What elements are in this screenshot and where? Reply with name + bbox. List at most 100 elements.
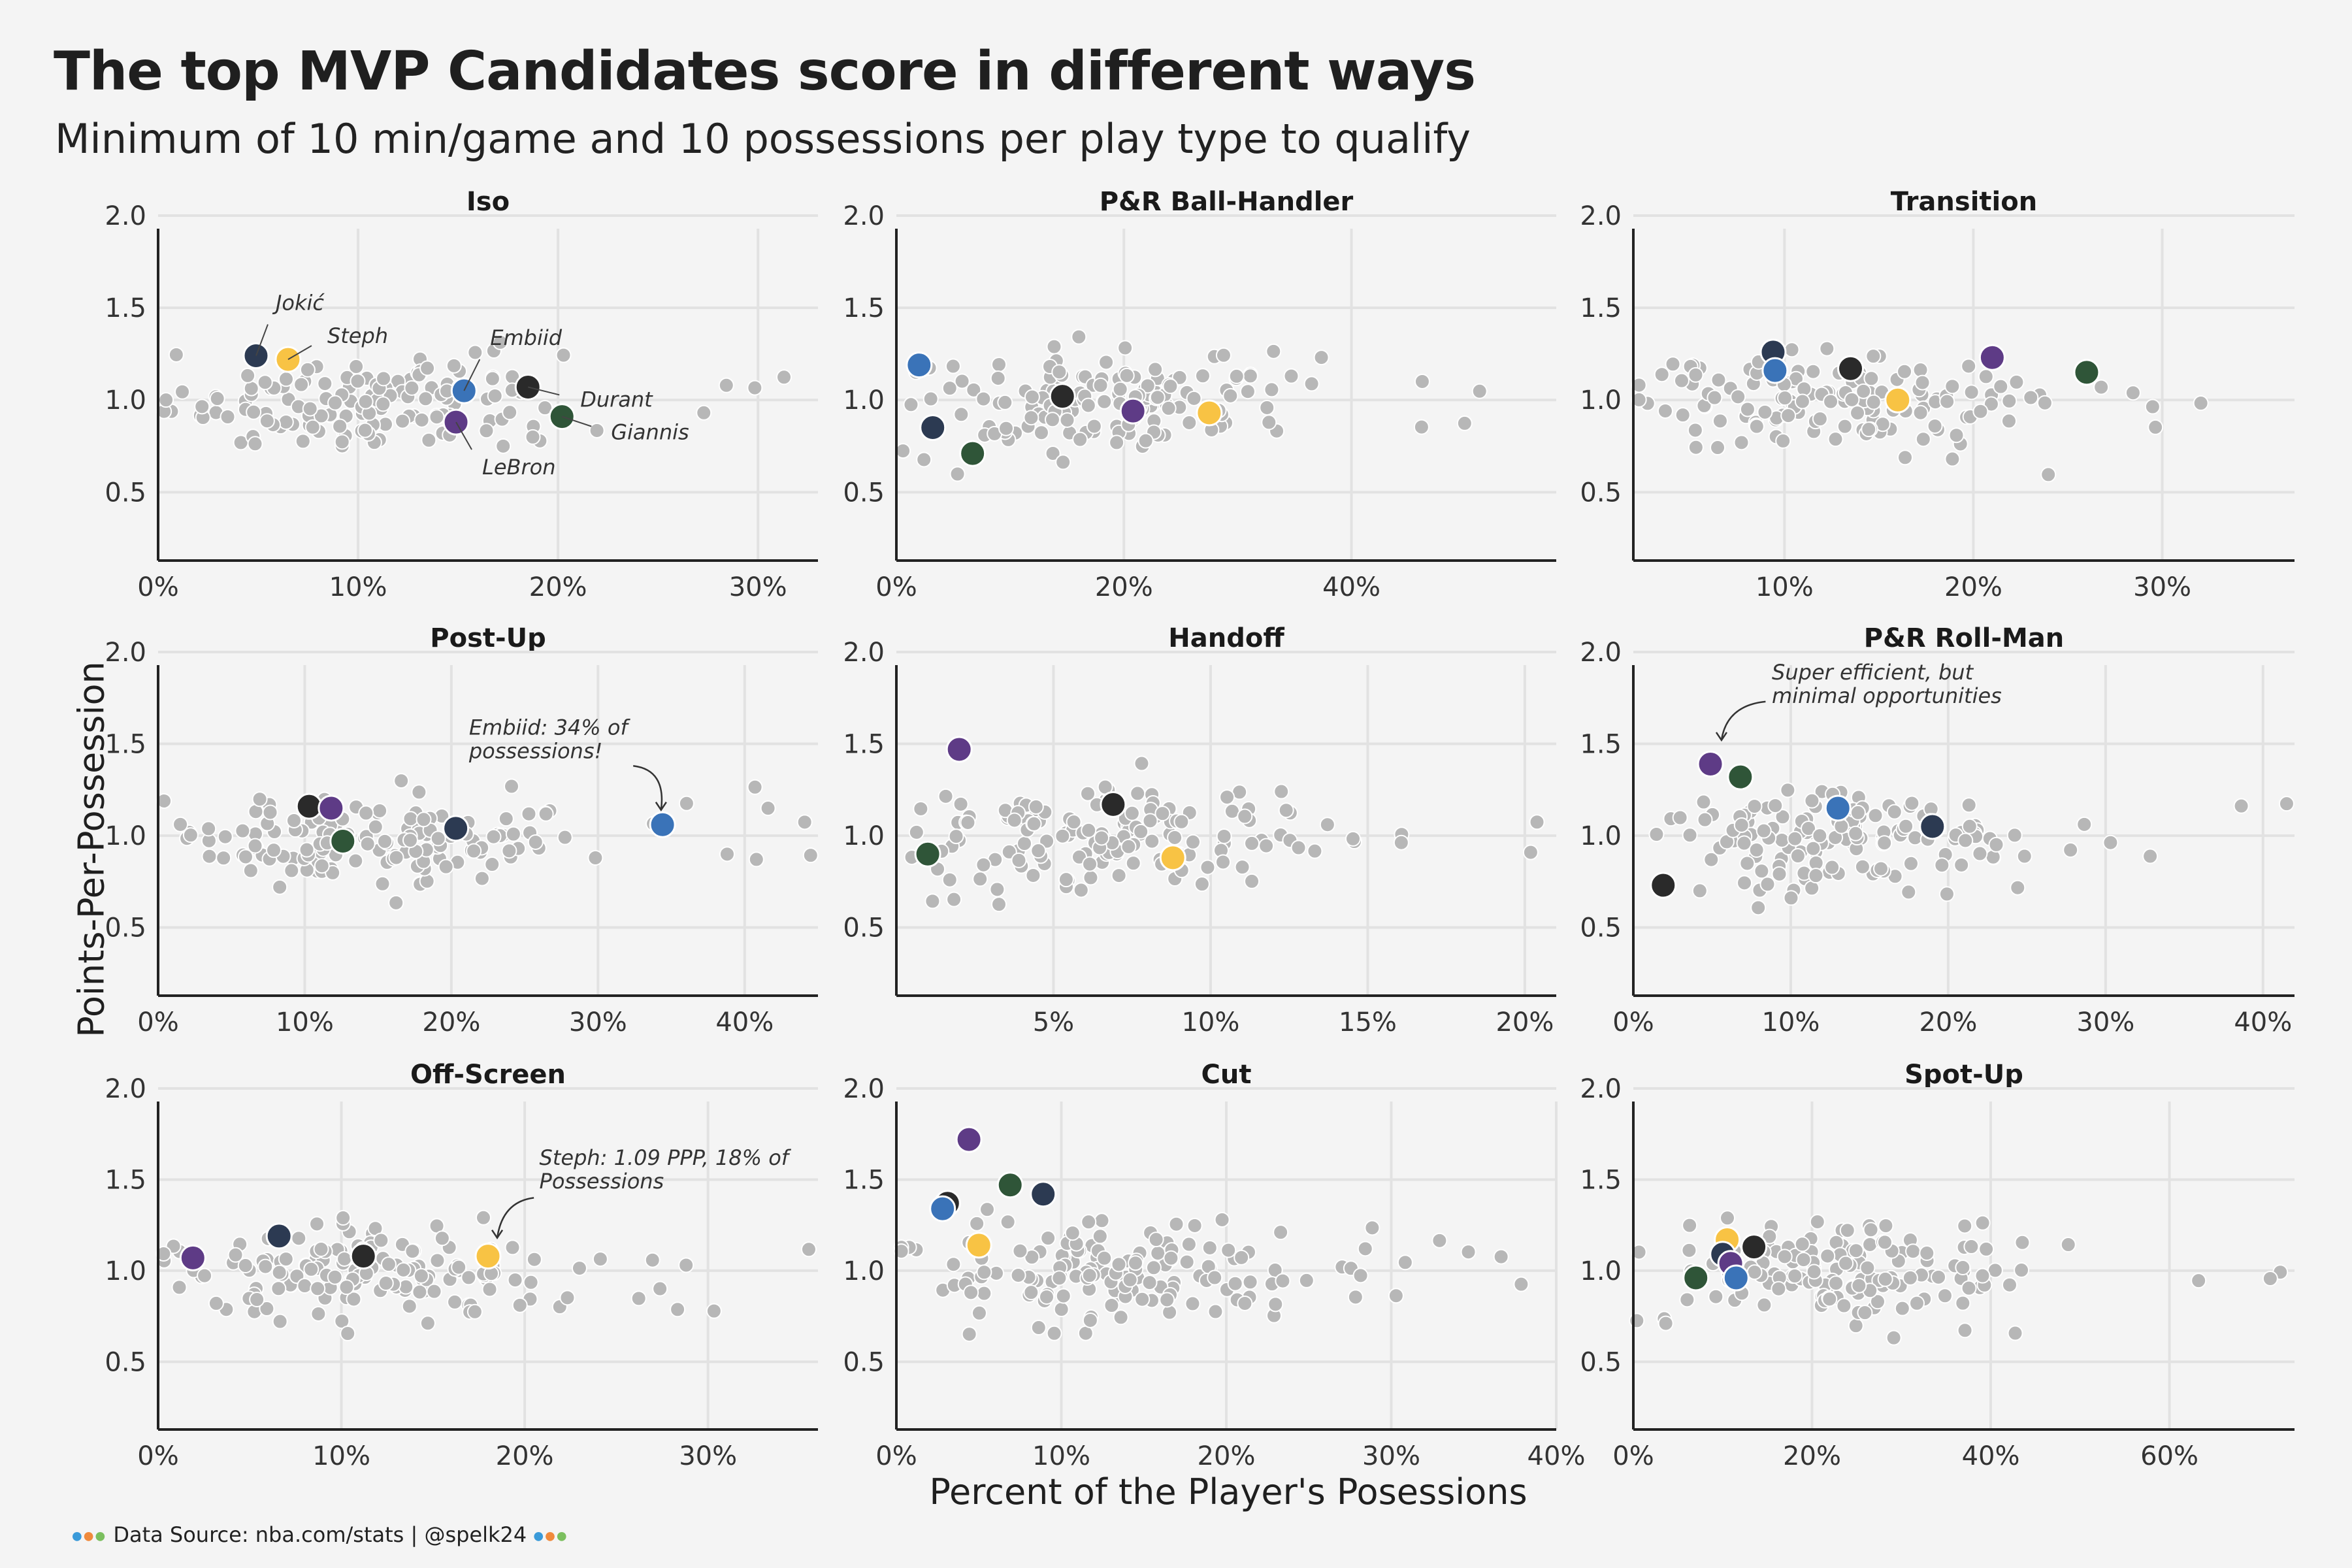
- other-player-point: [1972, 403, 1989, 419]
- other-player-point: [434, 1230, 450, 1247]
- other-player-point: [523, 1274, 539, 1290]
- other-player-point: [1784, 342, 1800, 358]
- other-player-point: [718, 377, 734, 393]
- other-player-point: [1141, 1275, 1158, 1291]
- other-player-point: [1912, 404, 1929, 421]
- player-label: LeBron: [482, 455, 555, 480]
- x-tick-label: 40%: [715, 1007, 774, 1037]
- other-player-point: [1974, 1215, 1991, 1231]
- other-player-point: [1914, 374, 1931, 391]
- other-player-point: [262, 804, 278, 821]
- other-player-point: [1787, 830, 1803, 847]
- other-player-point: [332, 418, 348, 434]
- other-player-point: [338, 1279, 355, 1296]
- other-player-point: [1148, 1232, 1164, 1248]
- x-tick-label: 20%: [1095, 572, 1153, 602]
- other-player-point: [1915, 431, 1931, 448]
- other-player-point: [1357, 1241, 1373, 1257]
- panel-handoff: Handoff 0.5 1.0 1.5 2.0 5% 10% 15% 20%: [843, 623, 1556, 1037]
- panel-post-up: Post-Up 0.5 1.0 1.5 2.0 0% 10% 20% 30% 40% Embiid:…: [105, 623, 819, 1037]
- y-tick-label: 2.0: [105, 638, 146, 668]
- other-player-point: [1855, 383, 1872, 399]
- other-player-point: [1795, 1252, 1812, 1268]
- y-tick-label: 0.5: [843, 478, 885, 508]
- panel-title: Spot-Up: [1904, 1060, 2023, 1090]
- panel-p-r-roll-man: P&R Roll-Man 0.5 1.0 1.5 2.0 0% 10% 20% 30% 40% Su…: [1580, 623, 2295, 1037]
- other-player-point: [243, 380, 259, 397]
- panel-title: Cut: [1201, 1060, 1252, 1090]
- other-player-point: [1812, 828, 1828, 844]
- other-player-point: [948, 828, 964, 845]
- other-player-point: [1046, 1325, 1062, 1341]
- callout-arrow: [496, 1197, 534, 1238]
- other-player-point: [421, 432, 437, 448]
- player-point-giannis: [329, 828, 357, 855]
- other-player-point: [538, 806, 554, 822]
- player-point-durant: [1049, 383, 1076, 410]
- x-tick-label: 0%: [1612, 1007, 1654, 1037]
- other-player-point: [1905, 1243, 1921, 1260]
- other-player-point: [1774, 832, 1790, 848]
- other-player-point: [1200, 859, 1216, 875]
- other-player-point: [587, 850, 604, 866]
- other-player-point: [1824, 859, 1840, 875]
- other-player-point: [2001, 1277, 2017, 1293]
- other-player-point: [1025, 867, 1041, 883]
- other-player-point: [303, 1261, 319, 1277]
- other-player-point: [430, 830, 446, 847]
- other-player-point: [1927, 418, 1943, 434]
- panel-spot-up: Spot-Up 0.5 1.0 1.5 2.0 0% 20% 40% 60%: [1580, 1060, 2295, 1471]
- other-player-point: [1273, 1224, 1289, 1241]
- player-point-lebron: [945, 736, 973, 763]
- x-tick-label: 20%: [1783, 1441, 1841, 1471]
- other-player-point: [1023, 410, 1039, 426]
- other-player-point: [1345, 830, 1361, 847]
- other-player-point: [953, 406, 970, 423]
- other-player-point: [1746, 1264, 1763, 1281]
- other-player-point: [237, 1258, 253, 1274]
- other-player-point: [747, 779, 763, 795]
- other-player-point: [1776, 1249, 1793, 1265]
- other-player-point: [1117, 340, 1134, 356]
- x-tick-label: 0%: [137, 1441, 178, 1471]
- other-player-point: [401, 1298, 417, 1315]
- x-tick-label: 0%: [875, 1441, 917, 1471]
- other-player-point: [1154, 806, 1171, 822]
- other-player-point: [1654, 367, 1670, 383]
- player-point-joki: [1030, 1181, 1057, 1208]
- callout-arrow: [633, 765, 663, 810]
- other-player-point: [291, 1230, 307, 1247]
- other-player-point: [1145, 1260, 1162, 1276]
- other-player-point: [1876, 1234, 1893, 1250]
- y-tick-label: 2.0: [843, 201, 885, 231]
- other-player-point: [1167, 829, 1183, 845]
- other-player-point: [1150, 1245, 1166, 1262]
- other-player-point: [1963, 1239, 1980, 1255]
- other-player-point: [474, 870, 490, 887]
- other-player-point: [1898, 818, 1914, 834]
- x-tick-label: 20%: [1944, 572, 2002, 602]
- other-player-point: [419, 360, 436, 376]
- other-player-point: [1737, 875, 1753, 891]
- player-point-lebron: [318, 794, 345, 822]
- y-tick-label: 1.5: [1580, 730, 1622, 760]
- other-player-point: [259, 413, 275, 429]
- other-player-point: [975, 391, 992, 407]
- other-player-point: [1111, 1256, 1127, 1273]
- other-player-point: [374, 875, 391, 892]
- other-player-point: [1804, 792, 1820, 809]
- other-player-point: [504, 778, 520, 794]
- other-player-point: [1854, 858, 1870, 875]
- other-player-point: [1080, 397, 1096, 414]
- other-player-point: [1901, 884, 1917, 900]
- other-player-point: [272, 1313, 288, 1330]
- player-point-lebron: [955, 1126, 983, 1153]
- other-player-point: [1658, 1315, 1674, 1331]
- callout-arrowhead: [655, 802, 667, 812]
- other-player-point: [1216, 828, 1232, 844]
- other-player-point: [706, 1303, 722, 1319]
- other-player-point: [678, 1257, 694, 1273]
- panel-title: P&R Roll-Man: [1864, 623, 2065, 653]
- other-player-point: [284, 862, 300, 879]
- other-player-point: [760, 800, 776, 817]
